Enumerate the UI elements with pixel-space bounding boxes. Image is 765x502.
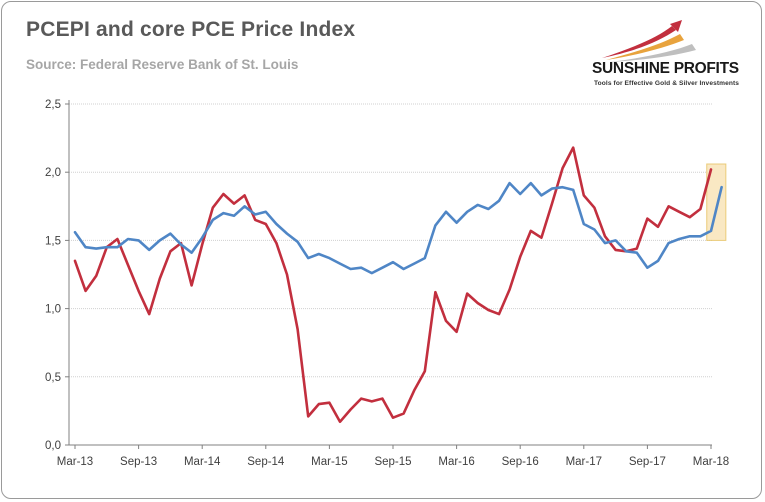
y-axis-ticks: 0,0 0,5 1,0 1,5 2,0 2,5	[45, 99, 69, 452]
y-tick-label-5: 2,5	[45, 99, 61, 111]
chart-series	[73, 146, 723, 424]
y-tick-label-2: 1,0	[45, 304, 61, 316]
x-tick-label-9: Sep-17	[629, 456, 666, 468]
y-tick-label-4: 2,0	[45, 167, 61, 179]
x-tick-label-1: Sep-13	[120, 456, 157, 468]
y-tick-label-3: 1,5	[45, 235, 61, 247]
x-tick-label-5: Sep-15	[374, 456, 411, 468]
logo-name-part2: PROFITS	[673, 60, 739, 77]
logo-name-part1: SUNSHINE	[592, 60, 674, 77]
series-line-pcepi	[73, 146, 713, 424]
series-line-core-pce	[73, 181, 723, 275]
x-tick-label-6: Mar-16	[438, 456, 474, 468]
chart-axes	[68, 100, 712, 446]
logo-tagline: Tools for Effective Gold & Silver Invest…	[594, 80, 740, 87]
logo-wordmark: SUNSHINE PROFITS	[592, 60, 752, 78]
x-tick-label-0: Mar-13	[57, 456, 93, 468]
chart-title: PCEPI and core PCE Price Index	[26, 18, 356, 41]
x-tick-label-7: Sep-16	[502, 456, 539, 468]
x-tick-label-3: Sep-14	[247, 456, 285, 468]
sunshine-profits-logo: SUNSHINE PROFITS Tools for Effective Gol…	[592, 20, 752, 92]
x-axis-ticks: Mar-13 Sep-13 Mar-14 Sep-14 Mar-15 Sep-15 Mar-…	[57, 445, 729, 468]
x-tick-label-8: Mar-17	[566, 456, 602, 468]
highlight-region	[706, 163, 727, 241]
logo-swoosh-icon	[602, 20, 696, 62]
x-tick-label-10: Mar-18	[693, 456, 729, 468]
chart-subtitle: Source: Federal Reserve Bank of St. Loui…	[26, 57, 299, 72]
x-tick-label-4: Mar-15	[311, 456, 347, 468]
x-tick-label-2: Mar-14	[184, 456, 221, 468]
highlight-box-0	[706, 163, 727, 241]
y-tick-label-1: 0,5	[45, 372, 61, 384]
y-tick-label-0: 0,0	[45, 440, 61, 452]
